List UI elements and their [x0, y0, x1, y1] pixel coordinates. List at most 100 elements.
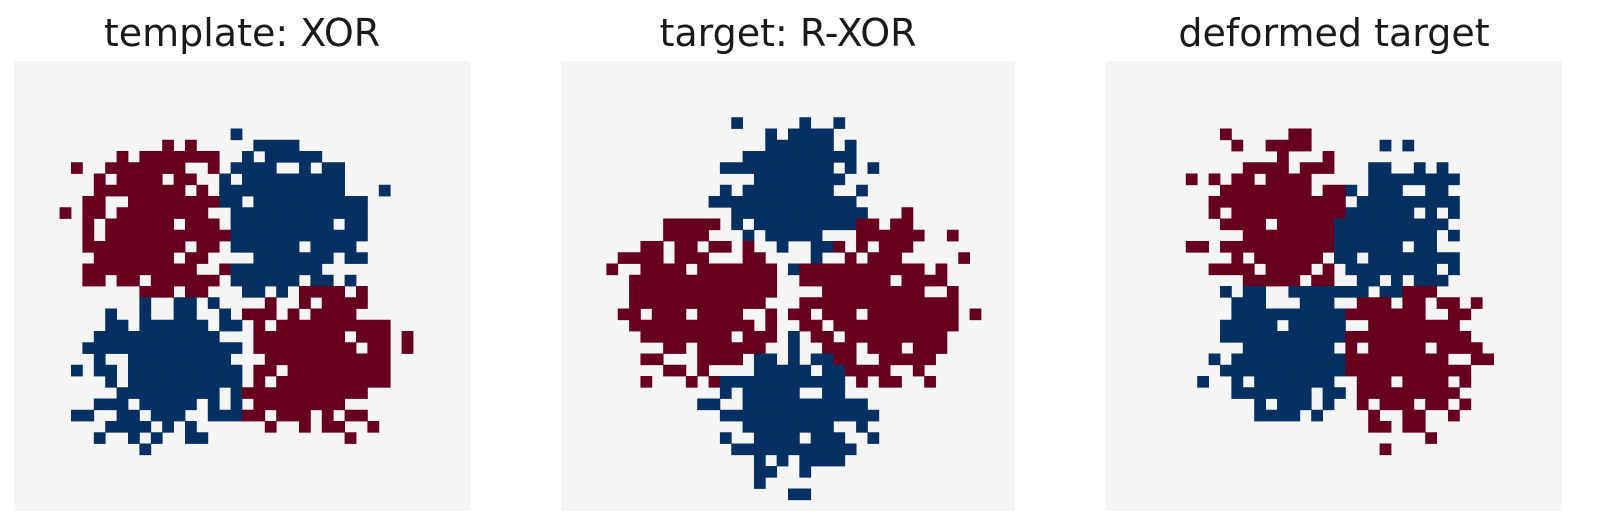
heatmap-cell [640, 286, 653, 298]
heatmap-cell [1322, 353, 1335, 366]
heatmap-cell [116, 319, 129, 332]
heatmap-cell [162, 184, 174, 197]
heatmap-cell [1311, 274, 1323, 287]
heatmap-cell [150, 342, 163, 354]
heatmap-cell [1379, 376, 1392, 388]
heatmap-cell [674, 297, 687, 309]
heatmap-cell [946, 308, 959, 321]
heatmap-cell [833, 387, 846, 399]
heatmap-cell [1448, 409, 1460, 422]
heatmap-cell [356, 297, 368, 309]
heatmap-cell [1254, 286, 1266, 298]
heatmap-cell [139, 319, 152, 332]
heatmap-cell [776, 184, 789, 197]
heatmap-cell [776, 421, 789, 433]
heatmap-cell [1345, 184, 1358, 197]
heatmap-cell [1345, 207, 1358, 219]
heatmap-cell [139, 376, 152, 388]
heatmap-cell [1391, 229, 1403, 242]
heatmap-cell [299, 286, 311, 298]
heatmap-cell [253, 409, 266, 422]
heatmap-cell [742, 421, 755, 433]
heatmap-cell [1197, 241, 1209, 253]
heatmap-cell [356, 286, 368, 298]
heatmap-cell [1277, 173, 1289, 186]
heatmap-cell [912, 286, 925, 298]
heatmap-cell [139, 286, 152, 298]
heatmap-cell [1379, 421, 1392, 433]
heatmap-cell [1220, 128, 1232, 141]
heatmap-cell [629, 297, 641, 309]
heatmap-cell [833, 286, 846, 298]
heatmap-cell [116, 207, 129, 219]
heatmap-cell [924, 319, 936, 332]
heatmap-cell [1334, 241, 1346, 253]
heatmap-cell [333, 162, 345, 174]
heatmap-cell [1368, 218, 1380, 231]
heatmap-cell [128, 353, 140, 366]
heatmap-cell [1368, 364, 1380, 377]
heatmap-cell [344, 308, 357, 321]
heatmap-cell [1368, 274, 1380, 287]
heatmap-cell [253, 196, 266, 208]
heatmap-cell [1288, 173, 1301, 186]
heatmap-cell [663, 274, 675, 287]
heatmap-cell [116, 342, 129, 354]
heatmap-cell [1425, 173, 1437, 186]
heatmap-cell [924, 331, 936, 343]
heatmap-cell [867, 319, 880, 332]
heatmap-cell [799, 466, 812, 478]
heatmap-cell [776, 398, 789, 411]
heatmap-cell [219, 229, 231, 242]
heatmap-cell [321, 241, 334, 253]
heatmap-cell [1242, 229, 1255, 242]
heatmap-cell [810, 376, 823, 388]
heatmap-cell [901, 286, 914, 298]
heatmap-cell [1436, 162, 1449, 174]
heatmap-cell [697, 364, 709, 377]
heatmap-cell [344, 364, 357, 377]
heatmap-cell [742, 274, 755, 287]
heatmap-cell [1368, 173, 1380, 186]
heatmap-cell [742, 229, 755, 242]
heatmap-cell [1413, 364, 1426, 377]
heatmap-cell [1254, 162, 1266, 174]
heatmap-cell [1391, 286, 1403, 298]
heatmap-cell [1231, 297, 1244, 309]
heatmap-cell [629, 319, 641, 332]
heatmap-cell [719, 342, 732, 354]
heatmap-cell [253, 241, 266, 253]
heatmap-cell [264, 218, 277, 231]
heatmap-cell [685, 376, 698, 388]
heatmap-cell [128, 162, 140, 174]
heatmap-cell [196, 229, 209, 242]
heatmap-cell [629, 252, 641, 264]
heatmap-cell [1425, 274, 1437, 287]
heatmap-cell [856, 207, 868, 219]
heatmap-cell [1220, 364, 1232, 377]
heatmap-cell [912, 297, 925, 309]
heatmap-cell [742, 241, 755, 253]
heatmap-cell [264, 297, 277, 309]
heatmap-cell [1311, 308, 1323, 321]
heatmap-cell [196, 252, 209, 264]
heatmap-cell [1379, 252, 1392, 264]
heatmap-cell [230, 409, 243, 422]
heatmap-cell [1242, 173, 1255, 186]
heatmap-cell [310, 364, 323, 377]
heatmap-cell [719, 184, 732, 197]
heatmap-cell [935, 308, 948, 321]
heatmap-cell [810, 162, 823, 174]
heatmap-cell [1299, 263, 1312, 276]
heatmap-cell [742, 376, 755, 388]
heatmap-cell [1459, 398, 1472, 411]
heatmap-cell [1265, 241, 1278, 253]
heatmap-cell [264, 398, 277, 411]
heatmap-cell [1345, 353, 1358, 366]
heatmap-cell [742, 196, 755, 208]
heatmap-cell [799, 263, 812, 276]
heatmap-cell [128, 173, 140, 186]
heatmap-cell [935, 331, 948, 343]
heatmap-cell [1242, 286, 1255, 298]
heatmap-cell [1402, 139, 1415, 152]
